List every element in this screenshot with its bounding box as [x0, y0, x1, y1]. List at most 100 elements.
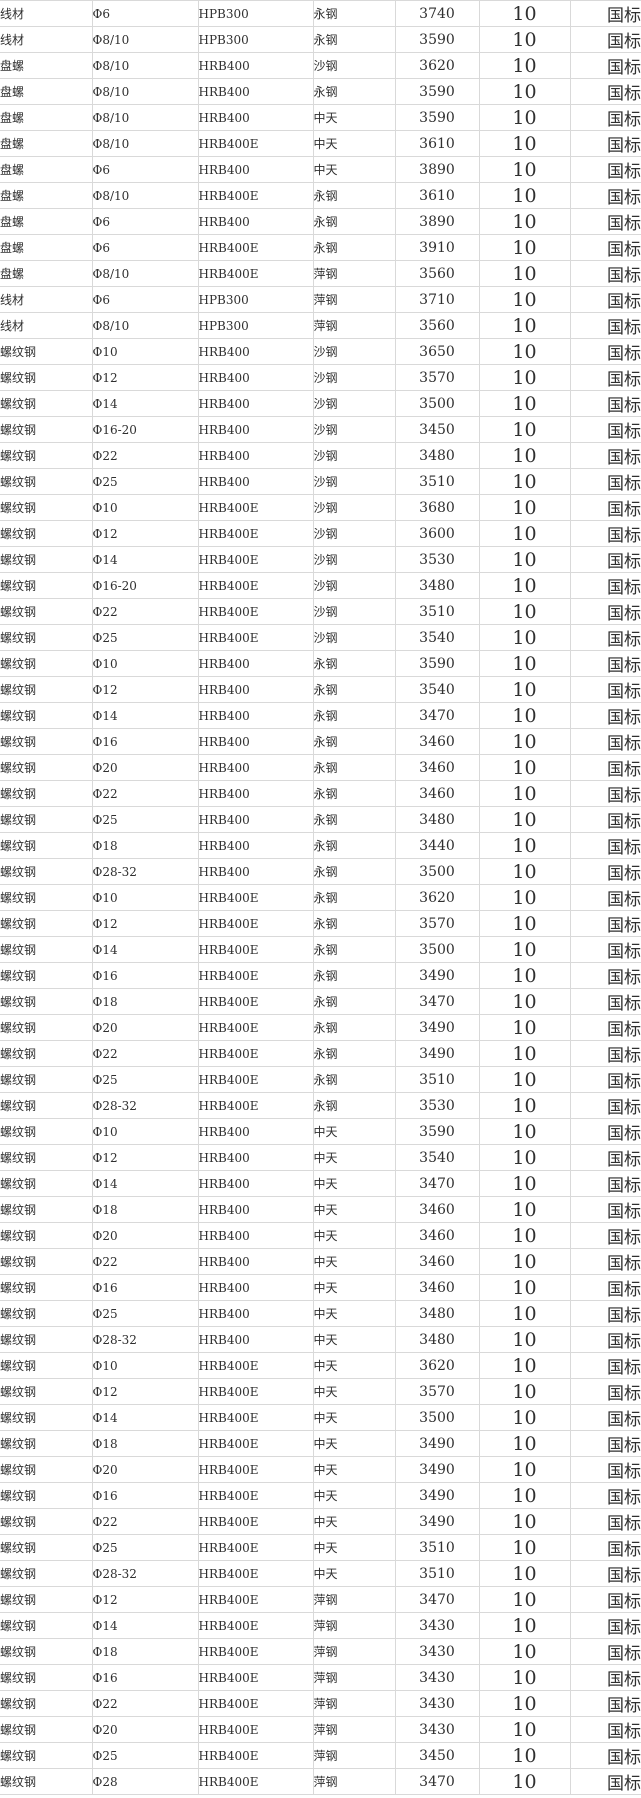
cell-price[interactable]: 3620	[394, 884, 480, 911]
cell-price[interactable]: 3890	[394, 156, 480, 183]
cell-price[interactable]: 3500	[394, 1404, 480, 1431]
cell-material[interactable]: HRB400E	[197, 884, 314, 911]
cell-mill[interactable]: 永钢	[312, 676, 396, 703]
cell-material[interactable]: HRB400E	[197, 1534, 314, 1561]
cell-standard[interactable]: 国标	[569, 26, 641, 53]
cell-product[interactable]: 螺纹钢	[0, 1014, 93, 1041]
cell-standard[interactable]: 国标	[569, 156, 641, 183]
cell-standard[interactable]: 国标	[569, 234, 641, 261]
cell-price[interactable]: 3650	[394, 338, 480, 365]
cell-standard[interactable]: 国标	[569, 1196, 641, 1223]
cell-qty[interactable]: 10	[478, 1534, 571, 1561]
cell-qty[interactable]: 10	[478, 1560, 571, 1587]
cell-material[interactable]: HRB400E	[197, 520, 314, 547]
cell-product[interactable]: 螺纹钢	[0, 338, 93, 365]
cell-price[interactable]: 3620	[394, 1352, 480, 1379]
cell-qty[interactable]: 10	[478, 1638, 571, 1665]
cell-product[interactable]: 螺纹钢	[0, 962, 93, 989]
cell-spec[interactable]: Φ16	[91, 1482, 199, 1509]
cell-product[interactable]: 螺纹钢	[0, 1092, 93, 1119]
cell-spec[interactable]: Φ20	[91, 1456, 199, 1483]
cell-spec[interactable]: Φ12	[91, 1144, 199, 1171]
cell-mill[interactable]: 永钢	[312, 650, 396, 677]
cell-product[interactable]: 螺纹钢	[0, 702, 93, 729]
cell-standard[interactable]: 国标	[569, 988, 641, 1015]
cell-mill[interactable]: 永钢	[312, 858, 396, 885]
cell-spec[interactable]: Φ18	[91, 832, 199, 859]
cell-qty[interactable]: 10	[478, 1352, 571, 1379]
cell-standard[interactable]: 国标	[569, 598, 641, 625]
cell-material[interactable]: HRB400	[197, 754, 314, 781]
cell-qty[interactable]: 10	[478, 676, 571, 703]
cell-spec[interactable]: Φ16	[91, 962, 199, 989]
cell-mill[interactable]: 萍钢	[312, 260, 396, 287]
cell-qty[interactable]: 10	[478, 1586, 571, 1613]
cell-spec[interactable]: Φ25	[91, 1066, 199, 1093]
cell-mill[interactable]: 沙钢	[312, 390, 396, 417]
cell-material[interactable]: HRB400E	[197, 1690, 314, 1717]
cell-standard[interactable]: 国标	[569, 1768, 641, 1795]
cell-mill[interactable]: 沙钢	[312, 442, 396, 469]
cell-qty[interactable]: 10	[478, 1612, 571, 1639]
cell-mill[interactable]: 永钢	[312, 936, 396, 963]
cell-material[interactable]: HRB400E	[197, 598, 314, 625]
cell-material[interactable]: HRB400	[197, 1144, 314, 1171]
cell-qty[interactable]: 10	[478, 260, 571, 287]
cell-material[interactable]: HRB400	[197, 1196, 314, 1223]
cell-qty[interactable]: 10	[478, 884, 571, 911]
cell-spec[interactable]: Φ10	[91, 338, 199, 365]
cell-product[interactable]: 盘螺	[0, 130, 93, 157]
cell-product[interactable]: 线材	[0, 312, 93, 339]
cell-standard[interactable]: 国标	[569, 416, 641, 443]
cell-material[interactable]: HRB400E	[197, 1040, 314, 1067]
cell-standard[interactable]: 国标	[569, 1300, 641, 1327]
cell-qty[interactable]: 10	[478, 754, 571, 781]
cell-standard[interactable]: 国标	[569, 208, 641, 235]
cell-mill[interactable]: 永钢	[312, 26, 396, 53]
cell-spec[interactable]: Φ22	[91, 1508, 199, 1535]
cell-material[interactable]: HRB400E	[197, 234, 314, 261]
cell-qty[interactable]: 10	[478, 416, 571, 443]
cell-standard[interactable]: 国标	[569, 1066, 641, 1093]
cell-standard[interactable]: 国标	[569, 1508, 641, 1535]
cell-mill[interactable]: 萍钢	[312, 286, 396, 313]
cell-product[interactable]: 螺纹钢	[0, 1560, 93, 1587]
cell-spec[interactable]: Φ16-20	[91, 572, 199, 599]
cell-product[interactable]: 螺纹钢	[0, 364, 93, 391]
cell-standard[interactable]: 国标	[569, 260, 641, 287]
cell-price[interactable]: 3560	[394, 260, 480, 287]
cell-material[interactable]: HRB400E	[197, 936, 314, 963]
cell-spec[interactable]: Φ12	[91, 910, 199, 937]
cell-mill[interactable]: 永钢	[312, 1040, 396, 1067]
cell-mill[interactable]: 中天	[312, 1456, 396, 1483]
cell-standard[interactable]: 国标	[569, 1118, 641, 1145]
cell-material[interactable]: HRB400E	[197, 1378, 314, 1405]
cell-qty[interactable]: 10	[478, 650, 571, 677]
cell-qty[interactable]: 10	[478, 1482, 571, 1509]
cell-spec[interactable]: Φ20	[91, 1222, 199, 1249]
cell-mill[interactable]: 萍钢	[312, 1742, 396, 1769]
cell-material[interactable]: HRB400	[197, 676, 314, 703]
cell-spec[interactable]: Φ12	[91, 520, 199, 547]
cell-spec[interactable]: Φ25	[91, 1534, 199, 1561]
cell-standard[interactable]: 国标	[569, 858, 641, 885]
cell-spec[interactable]: Φ22	[91, 780, 199, 807]
cell-mill[interactable]: 沙钢	[312, 494, 396, 521]
cell-spec[interactable]: Φ14	[91, 546, 199, 573]
cell-spec[interactable]: Φ12	[91, 1378, 199, 1405]
cell-material[interactable]: HRB400E	[197, 130, 314, 157]
cell-mill[interactable]: 永钢	[312, 234, 396, 261]
cell-mill[interactable]: 永钢	[312, 832, 396, 859]
cell-material[interactable]: HRB400E	[197, 1066, 314, 1093]
cell-product[interactable]: 盘螺	[0, 208, 93, 235]
cell-material[interactable]: HRB400	[197, 806, 314, 833]
cell-product[interactable]: 螺纹钢	[0, 1482, 93, 1509]
cell-material[interactable]: HRB400E	[197, 260, 314, 287]
cell-qty[interactable]: 10	[478, 988, 571, 1015]
cell-standard[interactable]: 国标	[569, 1040, 641, 1067]
cell-qty[interactable]: 10	[478, 1144, 571, 1171]
cell-price[interactable]: 3510	[394, 1560, 480, 1587]
cell-product[interactable]: 螺纹钢	[0, 572, 93, 599]
cell-standard[interactable]: 国标	[569, 312, 641, 339]
cell-standard[interactable]: 国标	[569, 78, 641, 105]
